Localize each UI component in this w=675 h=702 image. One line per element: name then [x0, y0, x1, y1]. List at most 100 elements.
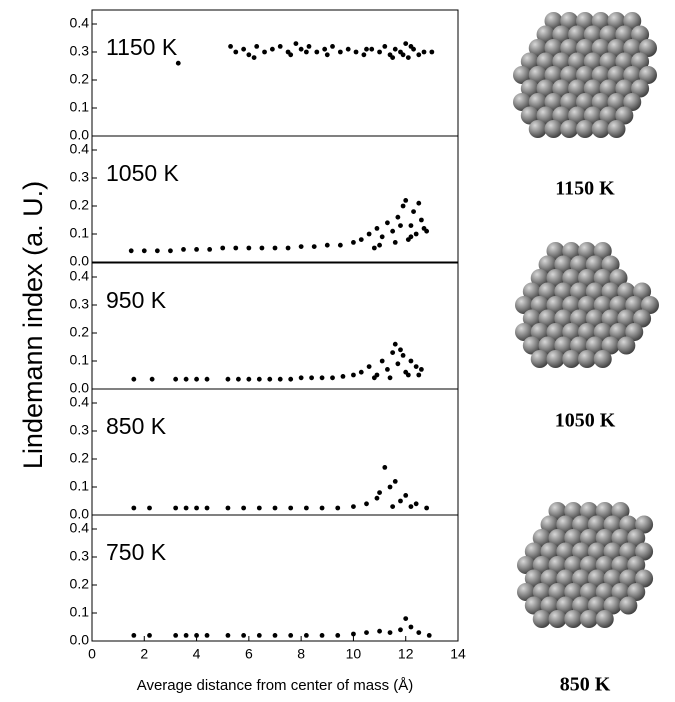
data-point	[254, 44, 259, 49]
atom	[578, 350, 596, 368]
atom	[619, 597, 637, 615]
data-point	[422, 50, 427, 55]
y-tick-label: 0.4	[70, 268, 90, 284]
data-point	[299, 244, 304, 249]
y-tick-label: 0.3	[70, 169, 90, 185]
data-point	[325, 243, 330, 248]
plot-frame	[92, 263, 458, 389]
data-point	[226, 506, 231, 511]
y-tick-label: 0.0	[70, 253, 90, 269]
data-point	[372, 375, 377, 380]
y-tick-label: 0.2	[70, 71, 90, 87]
data-point	[236, 377, 241, 382]
atom	[564, 610, 582, 628]
x-tick-label: 0	[88, 646, 96, 662]
data-point	[286, 246, 291, 251]
data-point	[429, 50, 434, 55]
y-tick-label: 0.2	[70, 576, 90, 592]
data-point	[393, 47, 398, 52]
data-point	[278, 44, 283, 49]
atom	[562, 350, 580, 368]
atom	[596, 610, 614, 628]
data-point	[364, 47, 369, 52]
data-point	[304, 50, 309, 55]
data-point	[351, 504, 356, 509]
y-tick-label: 0.2	[70, 197, 90, 213]
data-point	[409, 359, 414, 364]
data-point	[393, 479, 398, 484]
data-point	[338, 243, 343, 248]
data-point	[380, 359, 385, 364]
data-point	[278, 377, 283, 382]
data-point	[168, 248, 173, 253]
data-point	[398, 499, 403, 504]
data-point	[220, 246, 225, 251]
plot-frame	[92, 10, 458, 136]
data-point	[367, 364, 372, 369]
data-point	[147, 506, 152, 511]
cluster-image	[513, 12, 657, 138]
data-point	[228, 44, 233, 49]
data-point	[411, 209, 416, 214]
data-point	[309, 375, 314, 380]
data-point	[288, 52, 293, 57]
data-point	[288, 506, 293, 511]
data-point	[388, 630, 393, 635]
data-point	[416, 52, 421, 57]
x-tick-label: 14	[450, 646, 466, 662]
data-point	[129, 248, 134, 253]
image-label: 1050 K	[555, 410, 616, 432]
y-tick-label: 0.1	[70, 604, 90, 620]
data-point	[150, 377, 155, 382]
data-point	[312, 244, 317, 249]
y-tick-label: 0.4	[70, 394, 90, 410]
y-tick-label: 0.1	[70, 99, 90, 115]
data-point	[241, 47, 246, 52]
panel-label: 850 K	[106, 413, 167, 439]
atom	[560, 120, 578, 138]
panel-label: 1050 K	[106, 160, 180, 186]
data-point	[380, 234, 385, 239]
data-point	[131, 506, 136, 511]
x-tick-label: 10	[346, 646, 362, 662]
data-point	[294, 41, 299, 46]
plot-frame	[92, 389, 458, 515]
y-tick-label: 0.3	[70, 422, 90, 438]
data-point	[233, 246, 238, 251]
x-tick-label: 12	[398, 646, 414, 662]
data-point	[304, 633, 309, 638]
data-point	[320, 633, 325, 638]
data-point	[330, 375, 335, 380]
x-tick-label: 4	[193, 646, 201, 662]
data-point	[398, 627, 403, 632]
atom	[617, 337, 635, 355]
data-point	[338, 50, 343, 55]
data-point	[403, 616, 408, 621]
data-point	[346, 47, 351, 52]
data-point	[409, 234, 414, 239]
y-tick-label: 0.4	[70, 15, 90, 31]
y-tick-label: 0.3	[70, 296, 90, 312]
data-point	[304, 506, 309, 511]
data-point	[273, 506, 278, 511]
data-point	[416, 630, 421, 635]
data-point	[393, 342, 398, 347]
data-point	[320, 375, 325, 380]
data-point	[176, 61, 181, 66]
y-tick-label: 0.4	[70, 520, 90, 536]
data-point	[173, 506, 178, 511]
data-point	[351, 240, 356, 245]
panel-label: 750 K	[106, 539, 167, 565]
data-point	[205, 377, 210, 382]
y-tick-label: 0.3	[70, 548, 90, 564]
data-point	[194, 377, 199, 382]
data-point	[401, 52, 406, 57]
atom	[529, 120, 547, 138]
y-tick-label: 0.0	[70, 632, 90, 648]
data-point	[341, 374, 346, 379]
data-point	[267, 377, 272, 382]
image-label: 1150 K	[555, 178, 615, 200]
data-point	[288, 377, 293, 382]
data-point	[257, 377, 262, 382]
data-point	[142, 248, 147, 253]
